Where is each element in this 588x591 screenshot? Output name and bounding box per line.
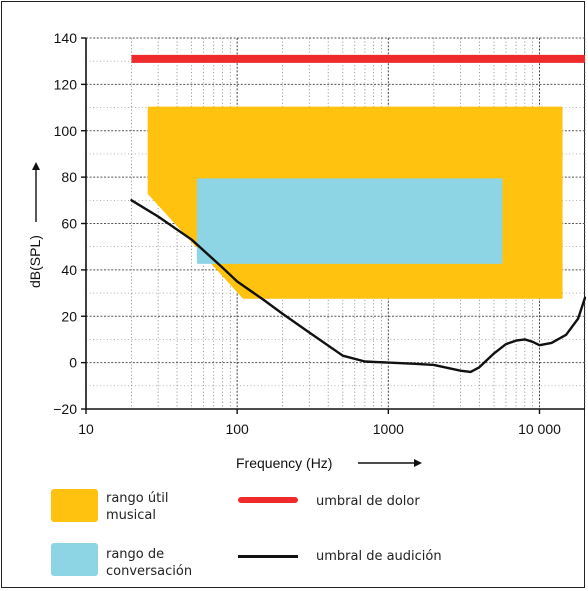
ticks: −20 0 20 40 60 80 100 120 140 10 100 1000 10 000: [53, 30, 561, 437]
x-axis-arrow-icon: [358, 459, 422, 467]
y-tick-label: 80: [61, 169, 77, 185]
legend-label-hearing: umbral de audición: [316, 549, 442, 564]
legend-swatch-music: [51, 489, 98, 522]
x-tick-label: 100: [225, 421, 249, 437]
y-axis-label: dB(SPL): [27, 235, 43, 288]
legend-line-hearing: [238, 555, 298, 558]
y-tick-label: 60: [61, 216, 77, 232]
y-tick-label: 40: [61, 262, 77, 278]
y-tick-label: 100: [54, 123, 78, 139]
legend-label-speech-line1: rango de: [106, 547, 165, 562]
legend-label-music: rango útil musical: [106, 490, 168, 524]
y-axis-arrow-icon: [32, 162, 40, 222]
legend-line-pain: [238, 497, 298, 503]
x-tick-label: 10 000: [518, 421, 561, 437]
y-tick-label: 20: [61, 308, 77, 324]
lines: [130, 54, 586, 374]
y-tick-label: −20: [53, 401, 77, 417]
legend-label-music-line1: rango útil: [106, 491, 169, 506]
legend-label-speech-line2: conversación: [106, 564, 193, 579]
y-tick-label: 120: [54, 76, 78, 92]
y-tick-label: 140: [54, 30, 78, 46]
y-tick-label: 0: [69, 355, 77, 371]
regions: [147, 106, 563, 299]
legend-swatch-speech: [51, 543, 98, 576]
x-tick-label: 1000: [373, 421, 404, 437]
region-speech-range: [196, 178, 503, 264]
x-axis-label: Frequency (Hz): [236, 455, 332, 471]
x-tick-label: 10: [78, 421, 94, 437]
legend-label-pain: umbral de dolor: [316, 494, 420, 509]
legend-label-speech: rango de conversación: [106, 546, 192, 580]
line-hearing-threshold: [130, 199, 586, 374]
legend-label-music-line2: musical: [106, 508, 157, 523]
